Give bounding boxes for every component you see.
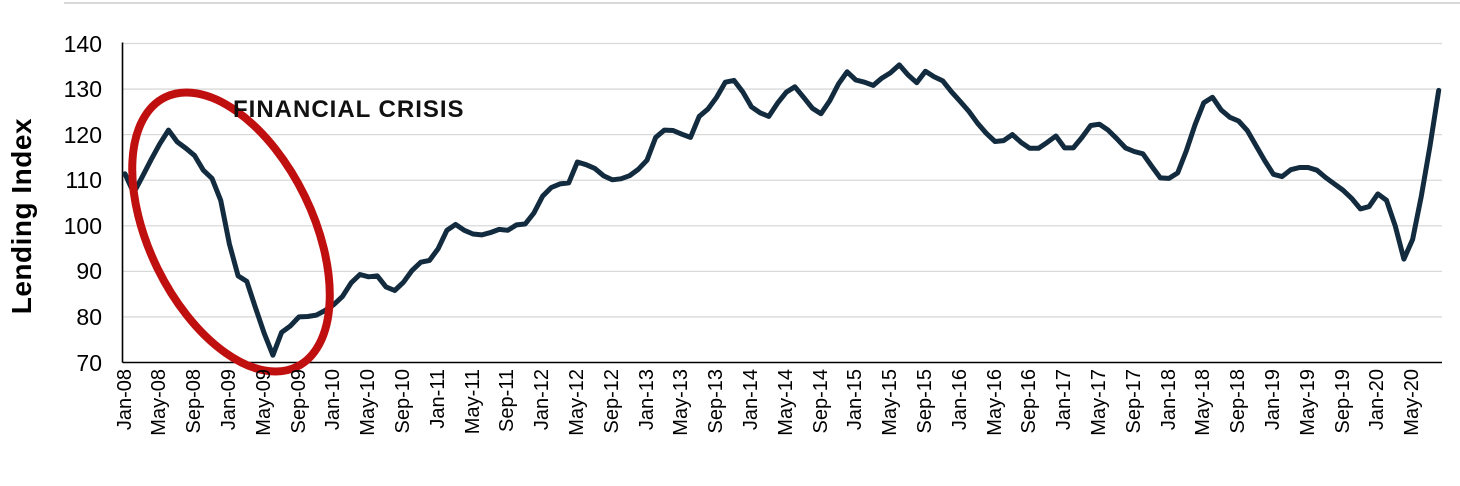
x-tick-label: Jan-09 <box>217 369 240 431</box>
gridlines <box>122 42 1442 318</box>
x-tick-label: May-17 <box>1087 369 1110 436</box>
x-tick-label: Sep-14 <box>809 369 832 434</box>
x-tick-label: Jan-19 <box>1261 369 1284 431</box>
top-divider-rule <box>64 2 1460 4</box>
x-tick-label: Jan-08 <box>113 369 136 431</box>
series <box>122 62 1442 358</box>
x-tick-label: Sep-11 <box>496 369 519 433</box>
x-tick-label: May-20 <box>1401 369 1424 436</box>
x-tick-label: Jan-17 <box>1053 369 1076 431</box>
y-axis-title: Lending Index <box>6 118 37 315</box>
x-tick-label: Jan-12 <box>531 369 554 431</box>
x-tick-label: May-08 <box>148 369 171 436</box>
crisis-ellipse-annotation <box>128 88 334 376</box>
x-tick-label: Jan-14 <box>739 369 762 431</box>
x-tick-label: Sep-12 <box>600 369 623 434</box>
axes <box>121 42 1442 364</box>
y-tick-label: 110 <box>65 167 102 194</box>
crisis-ellipse <box>128 88 334 376</box>
x-tick-label: May-14 <box>774 369 797 436</box>
x-tick-label: Jan-13 <box>635 369 658 431</box>
x-tick-label: May-13 <box>670 369 693 436</box>
x-tick-label: May-16 <box>983 369 1006 436</box>
y-tick-label: 120 <box>63 121 102 148</box>
crisis-annotation-label: FINANCIAL CRISIS <box>233 96 465 123</box>
x-tick-label: Sep-18 <box>1227 369 1250 434</box>
x-tick-label: Sep-17 <box>1122 369 1145 434</box>
x-tick-label: Jan-16 <box>948 369 971 431</box>
x-tick-label: Sep-13 <box>705 369 728 434</box>
y-tick-label: 140 <box>63 30 102 57</box>
series-line <box>122 62 1442 358</box>
y-tick-label: 80 <box>76 303 102 330</box>
y-tick-label: 90 <box>76 258 102 285</box>
y-tick-label: 130 <box>63 76 102 103</box>
x-tick-label: Sep-16 <box>1018 369 1041 434</box>
x-tick-label: May-09 <box>252 369 275 436</box>
y-tick-label: 100 <box>63 212 102 239</box>
x-tick-label: May-12 <box>565 369 588 436</box>
x-tick-label: Sep-10 <box>391 369 414 434</box>
x-tick-label: Jan-15 <box>844 369 867 431</box>
x-tick-label: May-10 <box>357 369 380 436</box>
x-tick-label: Jan-11 <box>426 369 449 429</box>
y-tick-label: 70 <box>76 349 102 376</box>
x-tick-label: May-11 <box>461 369 484 435</box>
x-tick-label: Jan-10 <box>322 369 345 431</box>
x-tick-label: Sep-15 <box>913 369 936 434</box>
x-tick-label: May-19 <box>1296 369 1319 436</box>
x-tick-label: May-15 <box>879 369 902 436</box>
x-tick-label: May-18 <box>1192 369 1215 436</box>
x-tick-label: Sep-19 <box>1331 369 1354 434</box>
x-tick-label: Sep-09 <box>287 369 310 434</box>
x-tick-label: Jan-18 <box>1157 369 1180 431</box>
x-tick-label: Jan-20 <box>1366 369 1389 431</box>
x-tick-label: Sep-08 <box>183 369 206 434</box>
